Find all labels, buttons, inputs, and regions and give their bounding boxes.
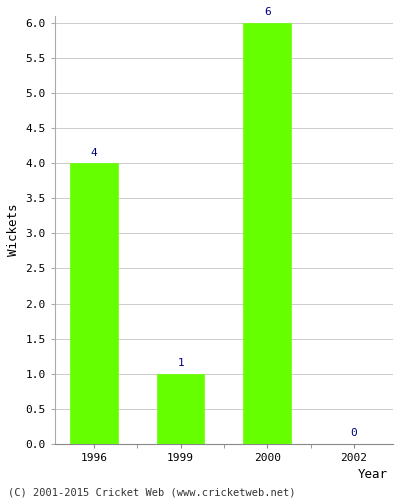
Bar bbox=[157, 374, 204, 444]
Text: 0: 0 bbox=[350, 428, 357, 438]
Text: 4: 4 bbox=[91, 148, 97, 158]
Text: Year: Year bbox=[358, 468, 388, 480]
Text: 1: 1 bbox=[177, 358, 184, 368]
Bar bbox=[70, 163, 118, 444]
Text: (C) 2001-2015 Cricket Web (www.cricketweb.net): (C) 2001-2015 Cricket Web (www.cricketwe… bbox=[8, 488, 296, 498]
Y-axis label: Wickets: Wickets bbox=[7, 204, 20, 256]
Text: 6: 6 bbox=[264, 7, 271, 17]
Bar bbox=[244, 22, 291, 444]
